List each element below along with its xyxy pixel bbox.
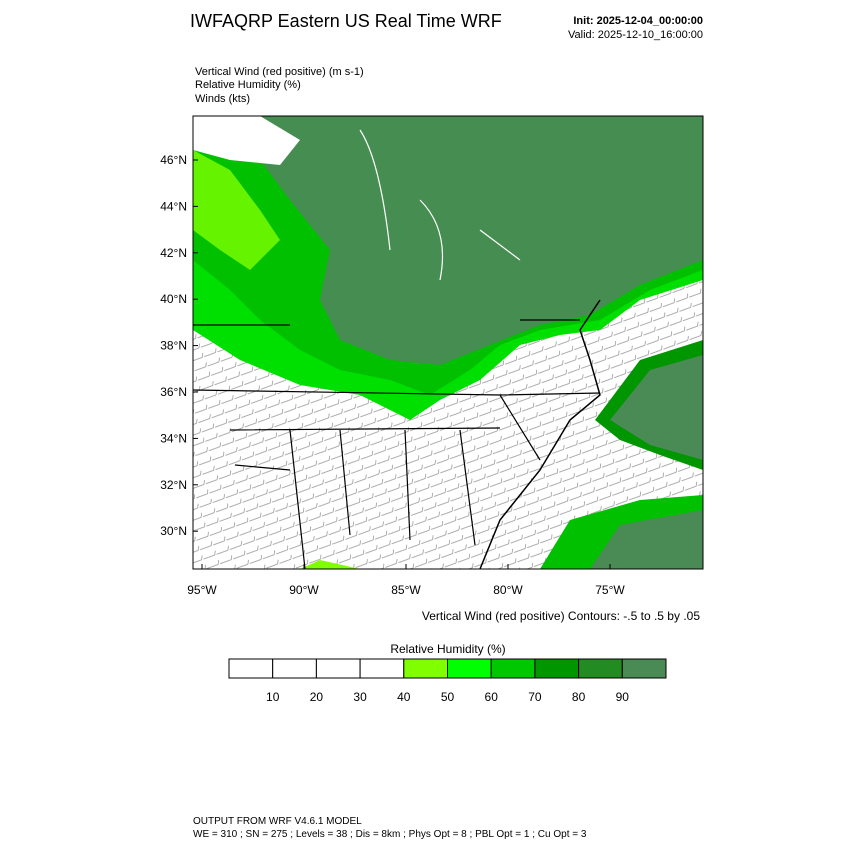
colorbar-box (272, 658, 317, 679)
colorbar-label: 90 (616, 690, 630, 704)
colorbar-label: 80 (572, 690, 586, 704)
lon-label: 90°W (289, 583, 319, 597)
footer-line: WE = 310 ; SN = 275 ; Levels = 38 ; Dis … (193, 829, 587, 840)
lon-label: 80°W (493, 583, 523, 597)
colorbar-box (359, 658, 405, 679)
lat-label: 44°N (160, 199, 187, 213)
colorbar-label: 70 (528, 690, 542, 704)
valid-time: Valid: 2025-12-10_16:00:00 (568, 29, 703, 41)
colorbar-box (403, 658, 448, 679)
colorbar-label: 60 (485, 690, 499, 704)
lat-label: 34°N (160, 431, 187, 445)
colorbar-box (490, 658, 536, 679)
colorbar-title: Relative Humidity (%) (390, 642, 505, 656)
lat-label: 36°N (160, 385, 187, 399)
lon-label: 95°W (187, 583, 217, 597)
lon-label: 75°W (595, 583, 625, 597)
colorbar-label: 20 (310, 690, 324, 704)
lat-label: 40°N (160, 292, 187, 306)
colorbar-label: 30 (353, 690, 367, 704)
colorbar-label: 50 (441, 690, 455, 704)
colorbar-box (534, 658, 580, 679)
lat-label: 42°N (160, 246, 187, 260)
init-time: Init: 2025-12-04_00:00:00 (573, 15, 703, 27)
contour-note: Vertical Wind (red positive) Contours: -… (422, 609, 700, 623)
map-frame (192, 115, 704, 570)
title: IWFAQRP Eastern US Real Time WRF (190, 11, 502, 31)
field-label: Winds (kts) (195, 93, 250, 105)
colorbar-box (578, 658, 623, 679)
lon-label: 85°W (391, 583, 421, 597)
colorbar-label: 40 (397, 690, 411, 704)
lat-label: 38°N (160, 339, 187, 353)
colorbar-box (447, 658, 492, 679)
field-label: Relative Humidity (%) (195, 79, 301, 91)
colorbar-label: 10 (266, 690, 280, 704)
colorbar-box (315, 658, 361, 679)
colorbar-box (621, 658, 667, 679)
lat-label: 46°N (160, 153, 187, 167)
footer-line: OUTPUT FROM WRF V4.6.1 MODEL (193, 816, 362, 827)
field-label: Vertical Wind (red positive) (m s-1) (195, 66, 364, 78)
lat-label: 32°N (160, 478, 187, 492)
lat-label: 30°N (160, 524, 187, 538)
colorbar-box (228, 658, 274, 679)
map-area (193, 116, 703, 569)
